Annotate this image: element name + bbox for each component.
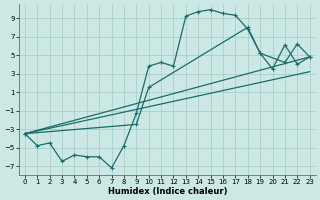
X-axis label: Humidex (Indice chaleur): Humidex (Indice chaleur) — [108, 187, 227, 196]
